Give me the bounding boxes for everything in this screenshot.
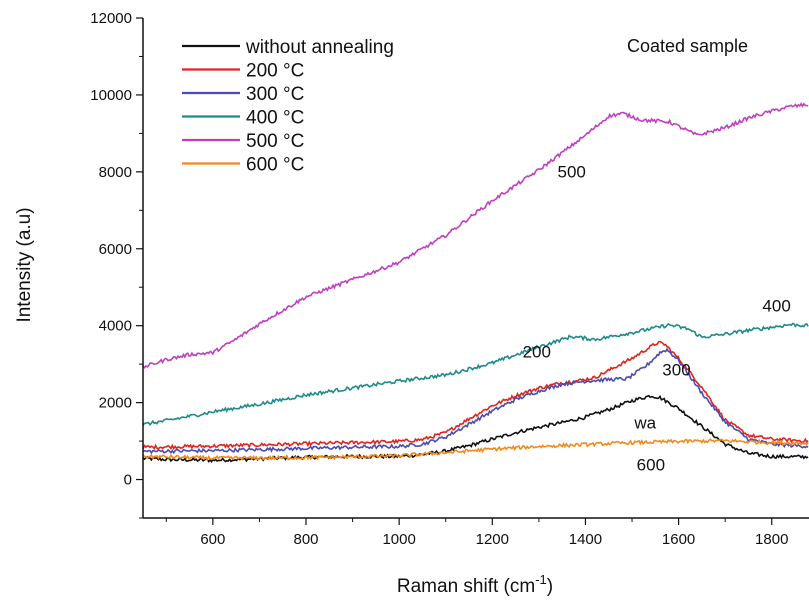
- series-line-0: [143, 394, 809, 464]
- series-line-1: [143, 340, 809, 451]
- y-tick-label: 6000: [99, 241, 132, 258]
- annotation-1: 400: [762, 296, 790, 315]
- annotation-3: 300: [662, 360, 690, 379]
- curve-annotations: 500 400 200 300 wa 600: [523, 163, 791, 475]
- annotation-5: 600: [637, 456, 665, 475]
- y-tick-label: 12000: [90, 10, 132, 27]
- x-axis-title-main: Raman shift (cm: [397, 576, 535, 597]
- annotation-2: 200: [523, 343, 551, 362]
- x-tick-label: 1200: [476, 531, 509, 548]
- x-tick-label: 800: [293, 531, 318, 548]
- series-line-2: [143, 347, 809, 455]
- corner-label: Coated sample: [627, 36, 748, 56]
- x-tick-label: 1800: [755, 531, 788, 548]
- x-axis-title-end: ): [547, 576, 553, 597]
- series-line-4: [143, 102, 809, 370]
- series-line-3: [143, 322, 809, 426]
- legend-label-4: 500 °C: [246, 131, 304, 152]
- axes: [142, 18, 809, 519]
- annotation-0: 500: [558, 163, 586, 182]
- x-axis-title-sup: -1: [535, 572, 547, 587]
- x-tick-label: 1000: [382, 531, 415, 548]
- annotation-4: wa: [633, 413, 656, 432]
- y-tick-label: 8000: [99, 164, 132, 181]
- x-tick-label: 1600: [662, 531, 695, 548]
- series-lines: [143, 102, 809, 464]
- legend-label-1: 200 °C: [246, 61, 304, 82]
- x-tick-label: 600: [200, 531, 225, 548]
- legend-label-0: without annealing: [245, 37, 394, 58]
- x-axis-title: Raman shift (cm-1): [397, 572, 553, 597]
- y-axis-title: Intensity (a.u): [14, 207, 35, 322]
- y-tick-label: 10000: [90, 87, 132, 104]
- y-tick-label: 2000: [99, 395, 132, 412]
- series-line-5: [143, 438, 809, 462]
- legend-label-3: 400 °C: [246, 108, 304, 129]
- legend-label-5: 600 °C: [246, 155, 304, 176]
- tick-labels: 0 2000 4000 6000 8000 10000 12000 600 800 1000 120…: [90, 10, 788, 548]
- y-tick-label: 0: [124, 472, 132, 489]
- legend-label-2: 300 °C: [246, 84, 304, 105]
- x-tick-label: 1400: [569, 531, 602, 548]
- y-tick-label: 4000: [99, 318, 132, 335]
